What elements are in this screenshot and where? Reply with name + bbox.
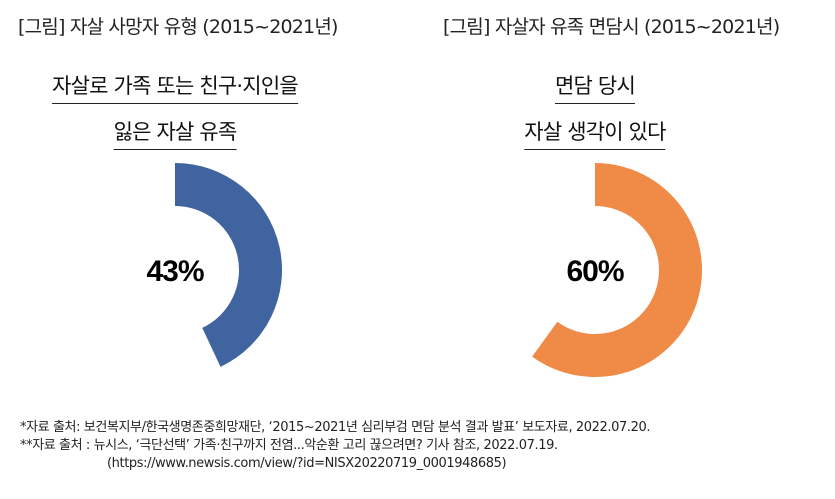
donut-label-right: 60% (566, 255, 623, 288)
source-url: (https://www.newsis.com/view/?id=NISX202… (107, 456, 507, 471)
source-note-2: **자료 출처 : 뉴시스, ‘극단선택’ 가족·친구까지 전염...악순환 고… (20, 438, 558, 453)
subtitle-left-line2: 잃은 자살 유족 (113, 116, 237, 150)
chart-title-left: [그림] 자살 사망자 유형 (2015~2021년) (18, 16, 338, 38)
subtitle-right-line1: 면담 당시 (555, 70, 636, 104)
chart-title-right: [그림] 자살자 유족 면담시 (2015~2021년) (443, 16, 780, 38)
subtitle-left-line1: 자살로 가족 또는 친구·지인을 (52, 70, 299, 104)
subtitle-right-line2: 자살 생각이 있다 (524, 116, 666, 150)
donut-arc-left (175, 163, 282, 367)
source-notes: *자료 출처: 보건복지부/한국생명존중희망재단, ‘2015~2021년 심리… (20, 419, 651, 473)
donut-label-left: 43% (146, 255, 203, 288)
donut-arc-right (532, 163, 702, 377)
source-note-1: *자료 출처: 보건복지부/한국생명존중희망재단, ‘2015~2021년 심리… (20, 420, 651, 435)
